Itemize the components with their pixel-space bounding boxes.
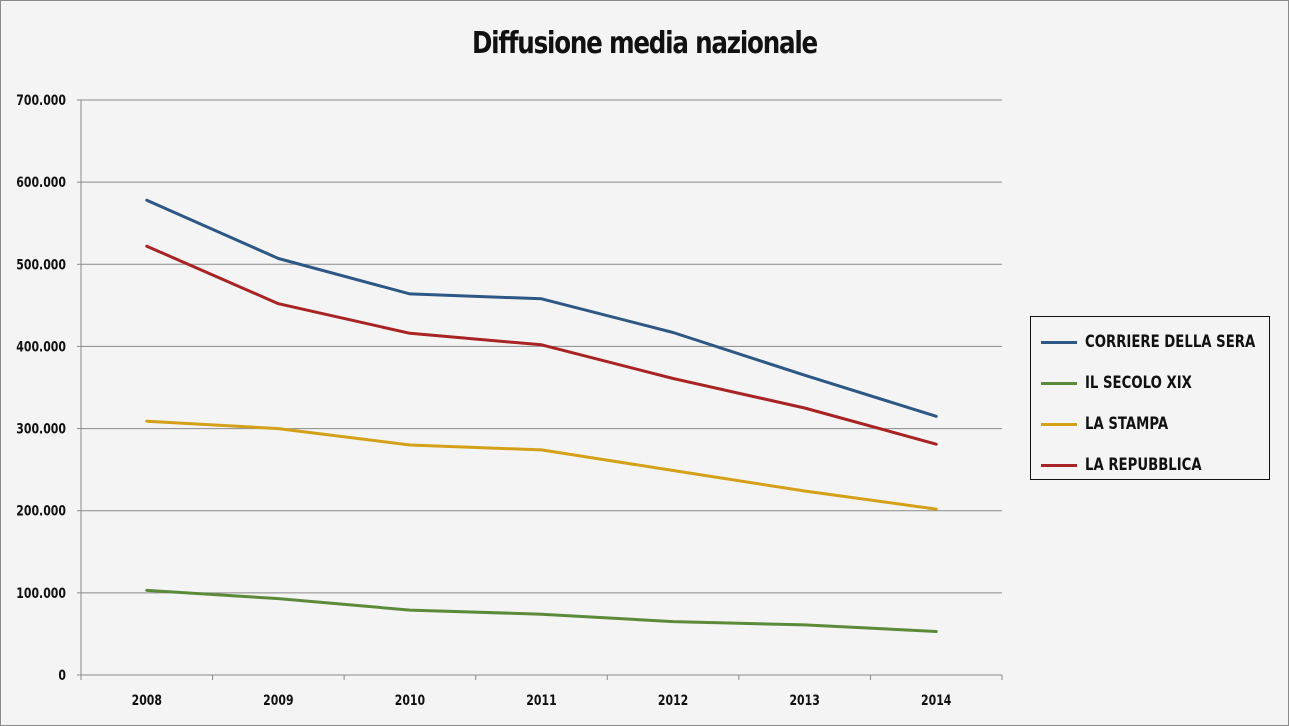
series-line-la-stampa <box>145 419 938 511</box>
legend-swatch <box>1041 422 1077 426</box>
y-tick-label: 200.000 <box>16 502 66 519</box>
legend-swatch <box>1041 463 1077 467</box>
x-tick-label: 2014 <box>921 692 952 709</box>
legend-swatch <box>1041 381 1077 385</box>
x-tick-label: 2010 <box>395 692 426 709</box>
y-tick-label: 500.000 <box>16 256 66 273</box>
x-tick-label: 2011 <box>526 692 556 709</box>
x-tick-label: 2013 <box>789 692 819 709</box>
y-tick-label: 700.000 <box>16 92 66 109</box>
chart-title: Diffusione media nazionale <box>471 26 818 61</box>
legend-item: IL SECOLO XIX <box>1041 368 1222 398</box>
chart-legend: CORRIERE DELLA SERA IL SECOLO XIX LA STAMP… <box>1030 316 1270 480</box>
series-line-la-repubblica <box>145 244 938 446</box>
series-line-corriere-della-sera <box>145 198 938 418</box>
legend-label: IL SECOLO XIX <box>1085 373 1192 393</box>
legend-swatch <box>1041 340 1077 344</box>
x-tick-label: 2012 <box>658 692 688 709</box>
y-tick-label: 400.000 <box>16 338 66 355</box>
x-tick-label: 2009 <box>263 692 293 709</box>
legend-item: LA REPUBBLICA <box>1041 450 1235 480</box>
legend-label: LA REPUBBLICA <box>1085 455 1202 475</box>
legend-label: LA STAMPA <box>1085 414 1169 434</box>
y-tick-label: 100.000 <box>16 584 66 601</box>
legend-item: LA STAMPA <box>1041 409 1192 439</box>
y-tick-label: 0 <box>58 667 66 684</box>
y-tick-label: 300.000 <box>16 420 66 437</box>
x-tick-label: 2008 <box>132 692 162 709</box>
legend-item: CORRIERE DELLA SERA <box>1041 327 1289 357</box>
legend-label: CORRIERE DELLA SERA <box>1085 332 1256 352</box>
series-line-il-secolo-xix <box>145 588 938 633</box>
y-tick-label: 600.000 <box>16 174 66 191</box>
